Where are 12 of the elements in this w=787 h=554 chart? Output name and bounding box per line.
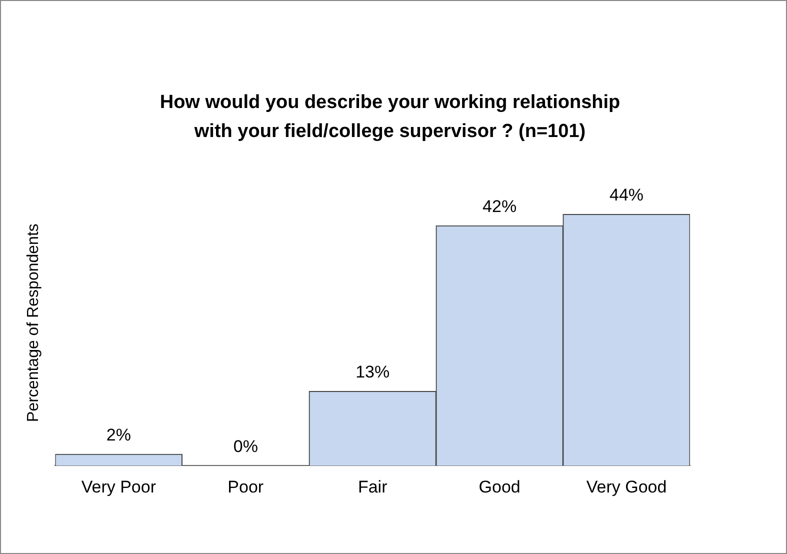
- data-label: 42%: [482, 196, 517, 216]
- chart-title: How would you describe your working relationship with your field/college supervisor ? (n=101): [158, 91, 622, 144]
- x-tick-label: Very Good: [586, 477, 667, 496]
- x-tick-label: Very Poor: [81, 477, 156, 496]
- x-tick-label: Fair: [358, 477, 388, 496]
- y-axis-title: Percentage of Respondents: [25, 224, 42, 422]
- data-label: 0%: [233, 436, 258, 456]
- x-tick-label: Good: [478, 477, 520, 496]
- data-label: 44%: [610, 185, 644, 204]
- data-label: 2%: [106, 425, 131, 444]
- data-label: 13%: [356, 362, 390, 382]
- x-tick-label: Poor: [228, 477, 264, 496]
